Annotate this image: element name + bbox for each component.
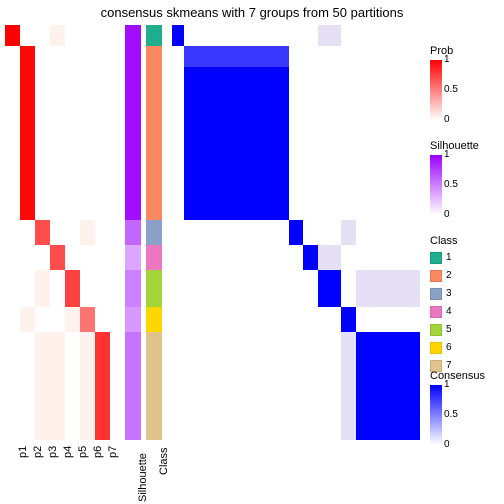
class-col (146, 25, 162, 440)
consensus-heatmap (172, 25, 420, 440)
chart-title: consensus skmeans with 7 groups from 50 … (0, 5, 504, 20)
prob-col-1 (5, 25, 20, 440)
prob-col-3 (35, 25, 50, 440)
prob-col-2 (20, 25, 35, 440)
xlabel-Silhouette: Silhouette (137, 453, 149, 502)
prob-col-4 (50, 25, 65, 440)
prob-col-7 (95, 25, 110, 440)
silhouette-col (125, 25, 141, 440)
legend-class: Class1234567 (430, 235, 458, 374)
xlabel-p7: p7 (107, 446, 119, 458)
legend-prob: Prob10.50 (430, 45, 453, 120)
xlabel-p3: p3 (47, 446, 59, 458)
xlabel-p5: p5 (77, 446, 89, 458)
plot-area (0, 25, 504, 440)
xlabel-Class: Class (158, 447, 170, 475)
legend-consensus: Consensus10.50 (430, 370, 485, 445)
xlabel-p1: p1 (17, 446, 29, 458)
xlabel-p6: p6 (92, 446, 104, 458)
prob-col-5 (65, 25, 80, 440)
xlabel-p4: p4 (62, 446, 74, 458)
xlabel-p2: p2 (32, 446, 44, 458)
prob-col-6 (80, 25, 95, 440)
legend-silhouette: Silhouette10.50 (430, 140, 479, 215)
